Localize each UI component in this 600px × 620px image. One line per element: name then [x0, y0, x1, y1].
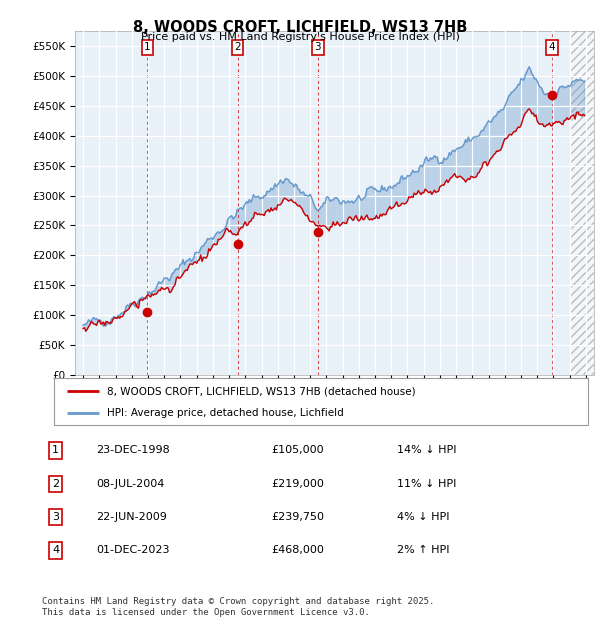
- Text: 4% ↓ HPI: 4% ↓ HPI: [397, 512, 449, 522]
- Text: 4: 4: [549, 42, 556, 52]
- Text: £219,000: £219,000: [271, 479, 324, 489]
- Text: £239,750: £239,750: [271, 512, 325, 522]
- Text: 14% ↓ HPI: 14% ↓ HPI: [397, 445, 457, 456]
- Text: 3: 3: [314, 42, 321, 52]
- Text: 8, WOODS CROFT, LICHFIELD, WS13 7HB: 8, WOODS CROFT, LICHFIELD, WS13 7HB: [133, 20, 467, 35]
- Text: £105,000: £105,000: [271, 445, 324, 456]
- Text: 1: 1: [144, 42, 151, 52]
- Text: £468,000: £468,000: [271, 546, 324, 556]
- Text: 2: 2: [234, 42, 241, 52]
- Text: 08-JUL-2004: 08-JUL-2004: [97, 479, 165, 489]
- Text: 01-DEC-2023: 01-DEC-2023: [97, 546, 170, 556]
- Text: 3: 3: [52, 512, 59, 522]
- Text: 1: 1: [52, 445, 59, 456]
- Text: 4: 4: [52, 546, 59, 556]
- Text: HPI: Average price, detached house, Lichfield: HPI: Average price, detached house, Lich…: [107, 408, 344, 418]
- Bar: [569, 31, 594, 375]
- Text: 2% ↑ HPI: 2% ↑ HPI: [397, 546, 449, 556]
- FancyBboxPatch shape: [54, 378, 588, 425]
- Text: 11% ↓ HPI: 11% ↓ HPI: [397, 479, 456, 489]
- Text: Price paid vs. HM Land Registry's House Price Index (HPI): Price paid vs. HM Land Registry's House …: [140, 32, 460, 42]
- Text: 22-JUN-2009: 22-JUN-2009: [97, 512, 167, 522]
- Text: 8, WOODS CROFT, LICHFIELD, WS13 7HB (detached house): 8, WOODS CROFT, LICHFIELD, WS13 7HB (det…: [107, 386, 416, 396]
- Text: Contains HM Land Registry data © Crown copyright and database right 2025.
This d: Contains HM Land Registry data © Crown c…: [42, 598, 434, 617]
- Bar: [569, 31, 594, 375]
- Text: 23-DEC-1998: 23-DEC-1998: [97, 445, 170, 456]
- Text: 2: 2: [52, 479, 59, 489]
